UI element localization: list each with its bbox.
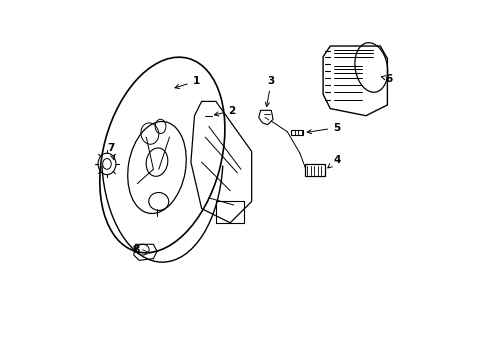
Text: 1: 1 <box>175 76 200 89</box>
Text: 3: 3 <box>265 76 274 107</box>
Text: 8: 8 <box>132 245 139 255</box>
Text: 4: 4 <box>327 155 341 168</box>
Text: 7: 7 <box>107 143 114 159</box>
Text: 5: 5 <box>306 123 340 134</box>
Text: 2: 2 <box>214 106 235 116</box>
Text: 6: 6 <box>381 74 392 84</box>
